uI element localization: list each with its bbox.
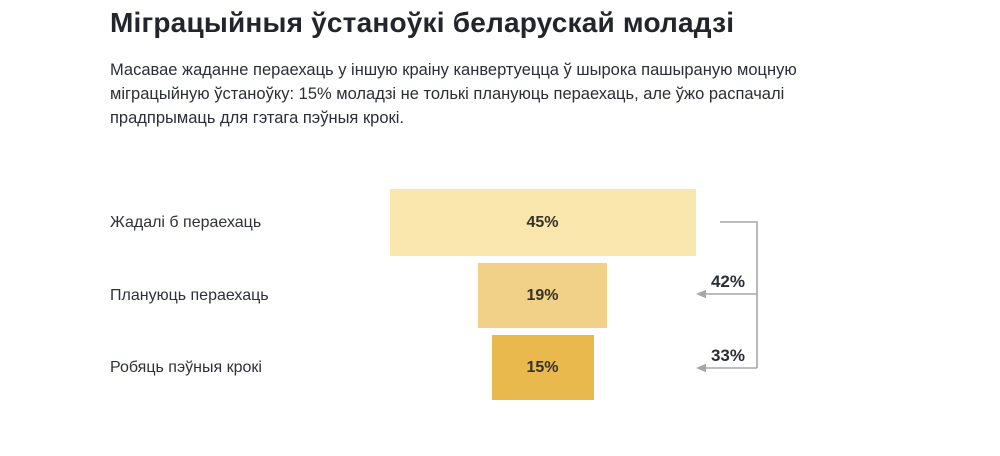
- category-label: Жадалі б пераехаць: [110, 213, 262, 231]
- page-title: Міграцыйныя ўстаноўкі беларускай моладзі: [110, 7, 735, 38]
- category-label: Робяць пэўныя крокі: [110, 358, 262, 376]
- conversion-bracket-arrows: [696, 221, 758, 373]
- page-subtitle: Масавае жаданне пераехаць у іншую краіну…: [110, 61, 797, 127]
- bar-value-label: 45%: [526, 213, 559, 231]
- bar-value-label: 19%: [526, 286, 559, 304]
- funnel-bar: 19%: [477, 263, 608, 328]
- funnel-bar: 15%: [491, 335, 594, 400]
- funnel-bar: 45%: [389, 189, 696, 256]
- bar-value-label: 15%: [526, 358, 559, 376]
- category-label: Плануюць пераехаць: [110, 286, 269, 304]
- conversion-label: 33%: [710, 346, 745, 365]
- conversion-label: 42%: [710, 272, 745, 291]
